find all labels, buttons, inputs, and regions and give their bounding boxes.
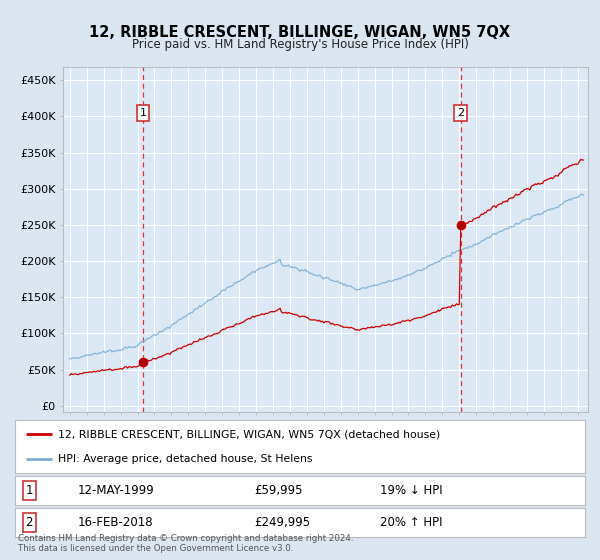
Text: 20% ↑ HPI: 20% ↑ HPI [380,516,442,529]
Text: Contains HM Land Registry data © Crown copyright and database right 2024.
This d: Contains HM Land Registry data © Crown c… [18,534,353,553]
Text: 16-FEB-2018: 16-FEB-2018 [78,516,154,529]
Text: 1: 1 [25,484,33,497]
Text: 12, RIBBLE CRESCENT, BILLINGE, WIGAN, WN5 7QX (detached house): 12, RIBBLE CRESCENT, BILLINGE, WIGAN, WN… [58,430,440,440]
Text: 1: 1 [140,108,146,118]
Text: £249,995: £249,995 [254,516,311,529]
Text: Price paid vs. HM Land Registry's House Price Index (HPI): Price paid vs. HM Land Registry's House … [131,38,469,51]
Text: HPI: Average price, detached house, St Helens: HPI: Average price, detached house, St H… [58,454,312,464]
Text: 12, RIBBLE CRESCENT, BILLINGE, WIGAN, WN5 7QX: 12, RIBBLE CRESCENT, BILLINGE, WIGAN, WN… [89,25,511,40]
Text: £59,995: £59,995 [254,484,303,497]
Text: 12-MAY-1999: 12-MAY-1999 [78,484,154,497]
Text: 19% ↓ HPI: 19% ↓ HPI [380,484,442,497]
Text: 2: 2 [25,516,33,529]
Text: 2: 2 [457,108,464,118]
